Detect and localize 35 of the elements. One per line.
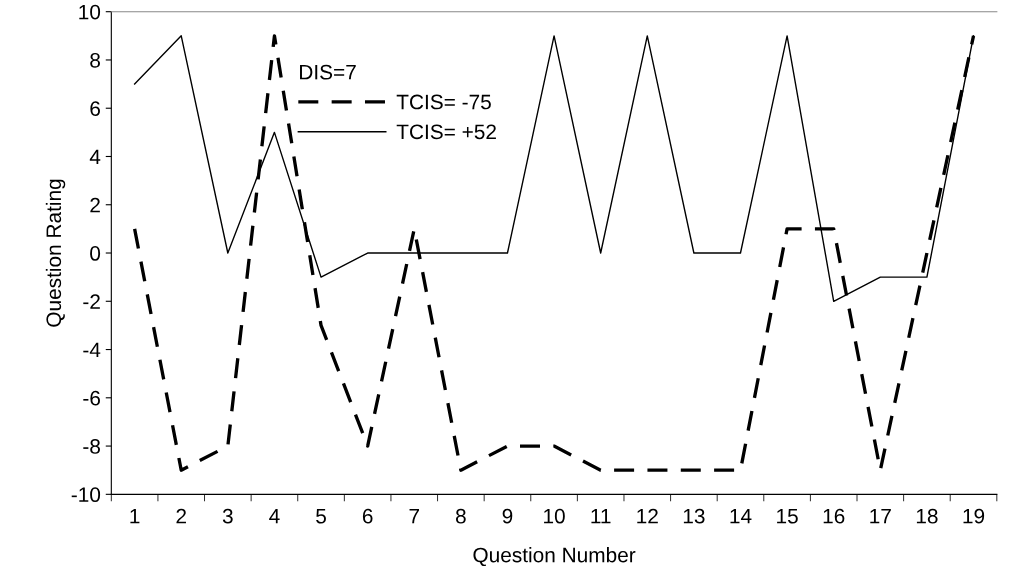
y-tick-label: -2 bbox=[83, 294, 100, 309]
x-tick-label: 13 bbox=[683, 508, 705, 524]
x-tick-label: 18 bbox=[916, 508, 938, 524]
x-tick-label: 12 bbox=[637, 508, 658, 524]
x-tick-label: 11 bbox=[591, 508, 611, 524]
x-tick-label: 10 bbox=[544, 508, 565, 524]
legend-title: DIS=7 bbox=[300, 64, 356, 80]
x-tick-label: 14 bbox=[730, 508, 752, 524]
y-tick-label: 2 bbox=[90, 197, 100, 213]
y-tick-label: 4 bbox=[89, 149, 101, 165]
y-tick-label: -8 bbox=[83, 439, 100, 454]
y-tick-label: -10 bbox=[71, 487, 101, 503]
y-tick-label: 0 bbox=[90, 246, 101, 261]
legend-label: TCIS= -75 bbox=[396, 94, 491, 110]
y-tick-label: 8 bbox=[90, 52, 100, 68]
x-tick-label: 1 bbox=[130, 508, 140, 524]
y-tick-label: -6 bbox=[83, 390, 100, 406]
x-tick-label: 2 bbox=[176, 508, 186, 524]
x-tick-label: 8 bbox=[455, 508, 466, 524]
x-tick-label: 19 bbox=[963, 508, 985, 524]
x-tick-label: 9 bbox=[502, 508, 513, 524]
legend-label: TCIS= +52 bbox=[396, 124, 496, 140]
x-axis-title: Question Number bbox=[473, 547, 636, 567]
x-tick-label: 6 bbox=[362, 508, 373, 524]
y-tick-label: 6 bbox=[90, 101, 100, 116]
x-tick-label: 7 bbox=[409, 508, 419, 524]
x-tick-label: 3 bbox=[222, 508, 233, 524]
x-tick-label: 5 bbox=[316, 508, 326, 524]
x-tick-label: 16 bbox=[823, 508, 845, 524]
y-tick-label: 10 bbox=[79, 4, 101, 20]
x-tick-label: 4 bbox=[269, 508, 280, 524]
x-tick-label: 15 bbox=[777, 508, 798, 524]
y-axis-title: Question Rating bbox=[45, 179, 66, 327]
x-tick-label: 17 bbox=[870, 508, 891, 524]
y-tick-label: -4 bbox=[83, 342, 101, 358]
